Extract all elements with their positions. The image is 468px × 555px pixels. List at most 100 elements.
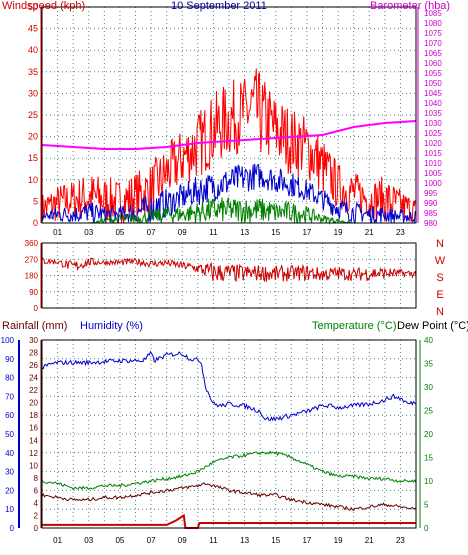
tick-label-barometer: 1075 [424,29,442,38]
tick-label-barometer: 1025 [424,129,442,138]
tick-label-humidity: 80 [5,374,14,383]
temperature-label: Temperature (°C) [312,320,397,332]
tick-label-rainfall: 6 [34,486,39,495]
tick-label-rainfall: 28 [29,349,38,358]
tick-label-barometer: 1080 [424,19,442,28]
panel-frame [41,339,417,529]
tick-label-windspeed: 50 [28,2,38,12]
tick-label-direction: 360 [25,239,39,248]
x-tick-label: 17 [302,228,311,237]
tick-label-direction: 180 [25,272,39,281]
x-tick-label: 09 [178,536,187,545]
dew-point-label: Dew Point (°C) [397,320,468,332]
tick-label-humidity: 100 [1,336,15,345]
tick-label-rainfall: 0 [34,524,39,533]
tick-label-rainfall: 14 [29,436,38,445]
tick-label-temperature: 25 [424,407,433,416]
x-tick-label: 09 [178,228,187,237]
tick-label-windspeed: 5 [33,196,38,206]
tick-label-barometer: 1000 [424,179,442,188]
tick-label-temperature: 35 [424,360,433,369]
tick-label-rainfall: 26 [29,361,38,370]
windspeed-label: Windspeed (kph) [2,0,86,12]
tick-label-temperature: 15 [424,454,433,463]
tick-label-windspeed: 0 [33,218,38,228]
rainfall-label: Rainfall (mm) [2,320,68,332]
tick-label-temperature: 40 [424,336,433,345]
tick-label-barometer: 1020 [424,139,442,148]
x-tick-label: 19 [334,228,343,237]
tick-label-temperature: 30 [424,383,433,392]
tick-label-humidity: 90 [5,355,14,364]
tick-label-barometer: 995 [424,189,438,198]
barometer-label: Barometer (hba) [370,0,451,12]
tick-label-rainfall: 12 [29,449,38,458]
tick-label-barometer: 1040 [424,99,442,108]
tick-label-windspeed: 40 [28,45,38,55]
x-tick-label: 15 [271,536,280,545]
tick-label-humidity: 40 [5,449,14,458]
series-wind-1 [41,163,417,224]
x-tick-label: 23 [396,228,405,237]
x-tick-label: 21 [365,228,374,237]
x-tick-label: 11 [209,228,218,237]
series-wind-0 [41,68,417,224]
tick-label-barometer: 1055 [424,69,442,78]
tick-label-windspeed: 35 [28,67,38,77]
tick-label-rainfall: 24 [29,374,38,383]
tick-label-barometer: 1060 [424,59,442,68]
tick-label-barometer: 1065 [424,49,442,58]
tick-label-temperature: 0 [424,524,429,533]
x-tick-label: 13 [240,536,249,545]
series-wind-direction [41,256,417,283]
tick-label-rainfall: 2 [34,511,39,520]
panel-frame [41,242,417,309]
series-barometer [41,120,417,150]
tick-label-barometer: 1045 [424,89,442,98]
x-tick-label: 19 [334,536,343,545]
x-tick-label: 17 [302,536,311,545]
tick-label-rainfall: 10 [29,461,38,470]
tick-label-humidity: 10 [5,505,14,514]
x-tick-label: 05 [115,536,124,545]
x-tick-label: 13 [240,228,249,237]
tick-label-humidity: 20 [5,486,14,495]
tick-label-barometer: 990 [424,199,438,208]
tick-label-barometer: 985 [424,209,438,218]
tick-label-temperature: 20 [424,430,433,439]
tick-label-rainfall: 30 [29,336,38,345]
tick-label-temperature: 10 [424,477,433,486]
humidity-label: Humidity (%) [80,320,143,332]
tick-label-windspeed: 45 [28,24,38,34]
tick-label-barometer: 1030 [424,119,442,128]
tick-label-windspeed: 25 [28,110,38,120]
series-humidity [41,350,417,422]
tick-label-barometer: 1005 [424,169,442,178]
x-tick-label: 23 [396,536,405,545]
tick-label-humidity: 60 [5,411,14,420]
series-dew-point [41,482,417,511]
tick-label-windspeed: 30 [28,88,38,98]
tick-label-rainfall: 20 [29,399,38,408]
tick-label-barometer: 1010 [424,159,442,168]
axis-layer: 0510152025303540455098098599099510001005… [1,2,446,545]
tick-label-direction: 90 [29,288,38,297]
tick-label-humidity: 30 [5,468,14,477]
tick-label-rainfall: 22 [29,386,38,395]
x-tick-label: 11 [209,536,218,545]
tick-label-windspeed: 20 [28,132,38,142]
compass-label: N [436,238,444,250]
x-tick-label: 07 [147,228,156,237]
x-tick-label: 05 [115,228,124,237]
tick-label-direction: 0 [34,304,39,313]
tick-label-rainfall: 8 [34,474,39,483]
tick-label-windspeed: 10 [28,175,38,185]
compass-label: W [435,255,446,267]
tick-label-temperature: 5 [424,501,429,510]
series-temperature [41,450,417,491]
tick-label-barometer: 1070 [424,39,442,48]
tick-label-rainfall: 4 [34,499,39,508]
tick-label-barometer: 1050 [424,79,442,88]
series-rainfall [42,513,416,529]
